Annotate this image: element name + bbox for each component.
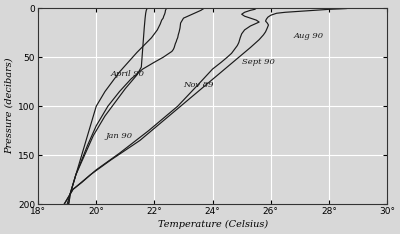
Y-axis label: Pressure (decibars): Pressure (decibars)	[5, 58, 14, 154]
Text: Aug 90: Aug 90	[294, 32, 324, 40]
Text: Jan 90: Jan 90	[105, 132, 132, 139]
Text: April 90: April 90	[111, 70, 145, 78]
Text: Nov 89: Nov 89	[184, 81, 214, 89]
X-axis label: Temperature (Celsius): Temperature (Celsius)	[158, 220, 268, 229]
Text: Sept 90: Sept 90	[242, 58, 274, 66]
